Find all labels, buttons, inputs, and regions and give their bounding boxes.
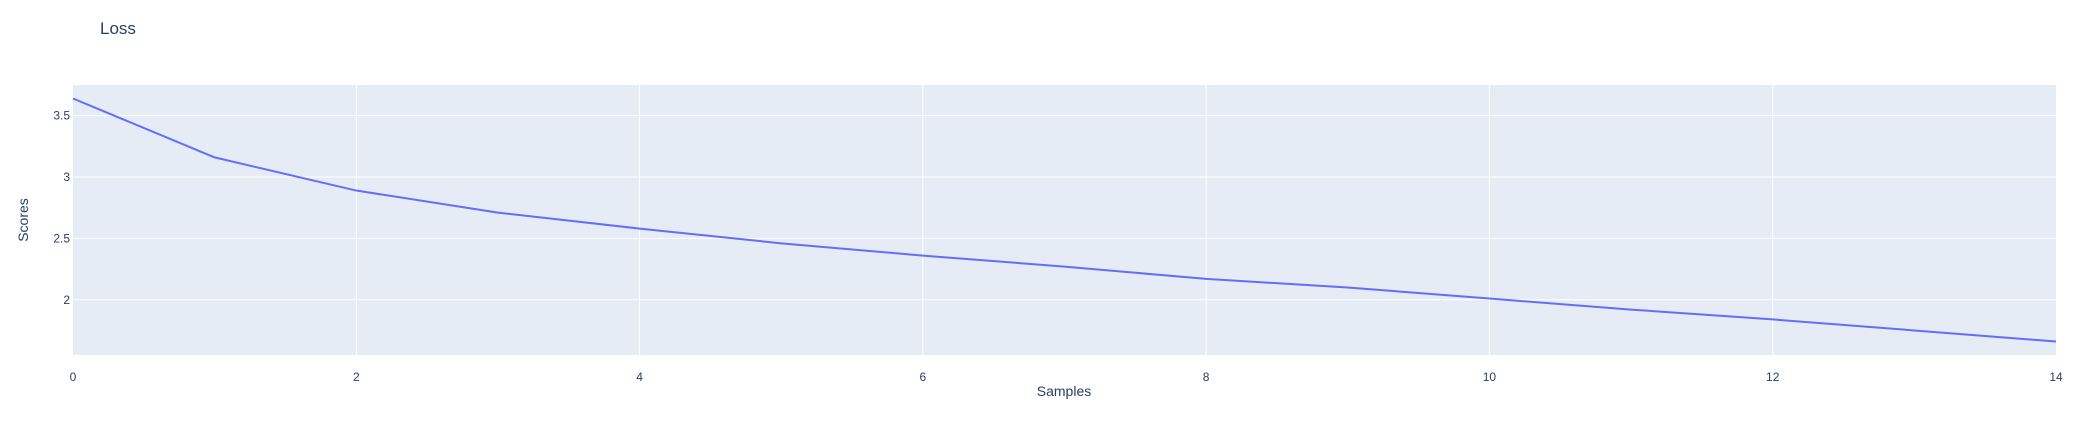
x-axis: 0 2 4 6 8 10 12 14 bbox=[70, 370, 2063, 384]
y-tick-label: 2.5 bbox=[53, 231, 70, 245]
y-gridlines bbox=[73, 115, 2056, 301]
x-tick-label: 14 bbox=[2049, 370, 2063, 384]
y-tick-label: 2 bbox=[63, 293, 70, 307]
y-axis: 2 2.5 3 3.5 bbox=[53, 109, 70, 307]
y-tick-label: 3.5 bbox=[53, 109, 70, 123]
x-tick-label: 10 bbox=[1483, 370, 1497, 384]
x-tick-label: 6 bbox=[920, 370, 927, 384]
y-tick-label: 3 bbox=[63, 170, 70, 184]
series-layer bbox=[72, 97, 2057, 343]
x-tick-label: 12 bbox=[1766, 370, 1780, 384]
x-tick-label: 2 bbox=[353, 370, 360, 384]
chart-title: Loss bbox=[100, 19, 136, 38]
y-axis-title: Scores bbox=[15, 198, 31, 242]
x-tick-label: 4 bbox=[636, 370, 643, 384]
x-tick-label: 0 bbox=[70, 370, 77, 384]
plot-area bbox=[73, 85, 2056, 355]
series-line bbox=[72, 97, 2057, 343]
x-axis-title: Samples bbox=[1037, 383, 1091, 399]
x-gridlines bbox=[355, 85, 1774, 355]
x-tick-label: 8 bbox=[1203, 370, 1210, 384]
